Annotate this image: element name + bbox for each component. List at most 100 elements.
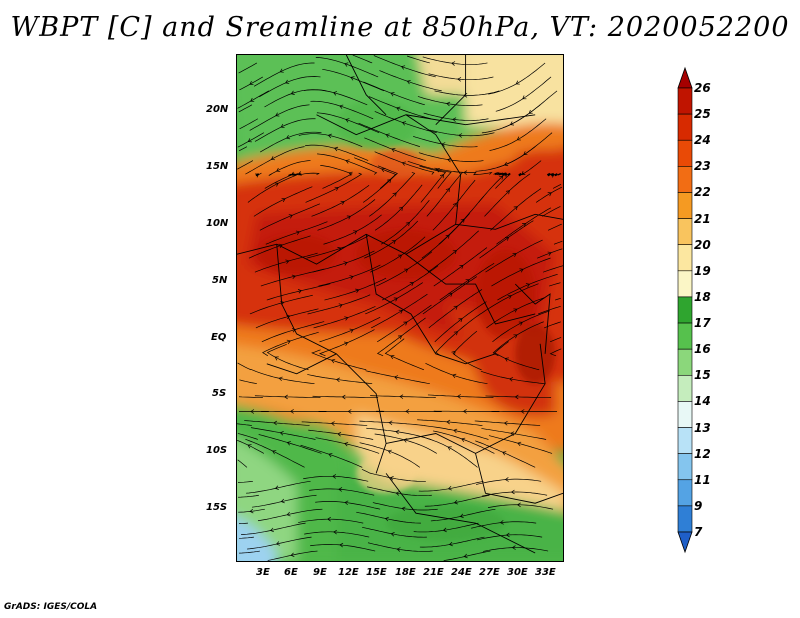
streamline-arrow	[401, 161, 406, 166]
streamline	[261, 321, 325, 343]
streamline-arrow	[505, 532, 510, 538]
streamline-arrow	[547, 192, 552, 197]
streamline-arrow	[409, 282, 414, 287]
streamline	[433, 247, 488, 287]
streamline	[489, 118, 547, 151]
streamline	[307, 374, 373, 385]
streamline-arrow	[278, 376, 283, 382]
streamline-arrow	[333, 529, 338, 535]
streamline	[356, 511, 421, 524]
streamline	[361, 468, 426, 482]
streamline	[432, 179, 476, 231]
colorbar-segment	[677, 113, 693, 141]
streamline-arrow	[286, 134, 291, 140]
streamline	[379, 70, 442, 92]
streamline	[237, 160, 254, 170]
streamline-arrow	[249, 80, 254, 85]
streamline-arrow	[345, 159, 350, 164]
streamline	[374, 151, 435, 175]
streamline	[417, 96, 483, 106]
streamline	[549, 348, 562, 357]
streamline-arrow	[346, 215, 351, 220]
streamline	[238, 508, 265, 513]
streamline-arrow	[521, 171, 526, 175]
colorbar-segment	[677, 479, 693, 507]
streamline-arrow	[339, 542, 344, 548]
colorbar-label: 25	[694, 107, 711, 122]
streamline-arrow	[328, 452, 333, 458]
streamline-arrow	[441, 142, 446, 147]
streamline	[312, 395, 379, 398]
streamline	[254, 118, 316, 142]
streamline	[476, 478, 542, 485]
streamline-arrow	[344, 316, 349, 321]
streamline	[471, 521, 537, 529]
streamlines	[237, 55, 563, 561]
streamline-arrow	[453, 305, 458, 310]
streamline	[497, 273, 558, 301]
streamline-arrow	[447, 446, 452, 451]
streamline	[413, 522, 479, 533]
colorbar-segment	[677, 87, 693, 115]
streamline	[370, 395, 436, 398]
streamline-arrow	[516, 136, 521, 141]
streamline	[257, 508, 323, 522]
streamline	[249, 294, 313, 315]
colorbar-segment	[677, 270, 693, 298]
streamline	[323, 214, 382, 245]
streamline-arrow	[445, 187, 450, 193]
streamline-arrow	[516, 502, 521, 508]
streamline-arrow	[290, 409, 294, 414]
streamline-arrow	[249, 508, 254, 514]
streamline	[320, 165, 353, 189]
colorbar-segment	[677, 166, 693, 193]
streamline	[264, 173, 295, 189]
streamline	[250, 427, 316, 440]
streamline-arrow	[504, 477, 509, 482]
streamline-arrow	[291, 328, 296, 333]
streamline-arrow	[384, 516, 389, 522]
streamline-arrow	[463, 170, 468, 175]
streamline	[364, 137, 426, 161]
streamline	[239, 76, 264, 91]
streamline	[306, 235, 369, 259]
x-tick-label: 9E	[313, 567, 327, 578]
streamline	[422, 276, 478, 315]
y-tick-label: 15N	[206, 161, 229, 172]
streamline	[238, 146, 248, 152]
streamline	[372, 502, 438, 511]
streamline	[253, 62, 315, 87]
colorbar-label: 21	[694, 211, 711, 226]
colorbar-label: 18	[694, 289, 711, 304]
streamline	[268, 160, 311, 176]
streamline	[254, 252, 318, 273]
streamline	[491, 257, 551, 287]
streamline-arrow	[275, 112, 280, 117]
streamline-arrow	[349, 275, 354, 280]
streamline	[434, 301, 487, 343]
streamline	[260, 268, 325, 287]
streamline-arrow	[345, 118, 350, 123]
streamline-arrow	[398, 206, 403, 211]
streamline-arrow	[447, 157, 452, 163]
streamline	[407, 160, 452, 189]
streamline-arrow	[503, 420, 508, 426]
streamline	[309, 488, 375, 496]
streamline	[352, 55, 373, 64]
streamline-arrow	[451, 61, 456, 66]
streamline-arrow	[390, 531, 395, 537]
streamline-arrow	[510, 489, 515, 495]
streamline-arrow	[522, 95, 527, 100]
streamline	[374, 184, 423, 231]
streamline	[535, 186, 562, 203]
streamline	[479, 220, 534, 259]
streamline	[258, 434, 322, 454]
streamline	[317, 153, 378, 175]
streamline	[480, 370, 546, 385]
x-tick-label: 18E	[395, 567, 416, 578]
streamline	[488, 62, 546, 95]
streamline	[496, 207, 552, 245]
x-tick-label: 21E	[423, 567, 444, 578]
streamline	[481, 104, 541, 134]
streamline	[318, 329, 375, 357]
